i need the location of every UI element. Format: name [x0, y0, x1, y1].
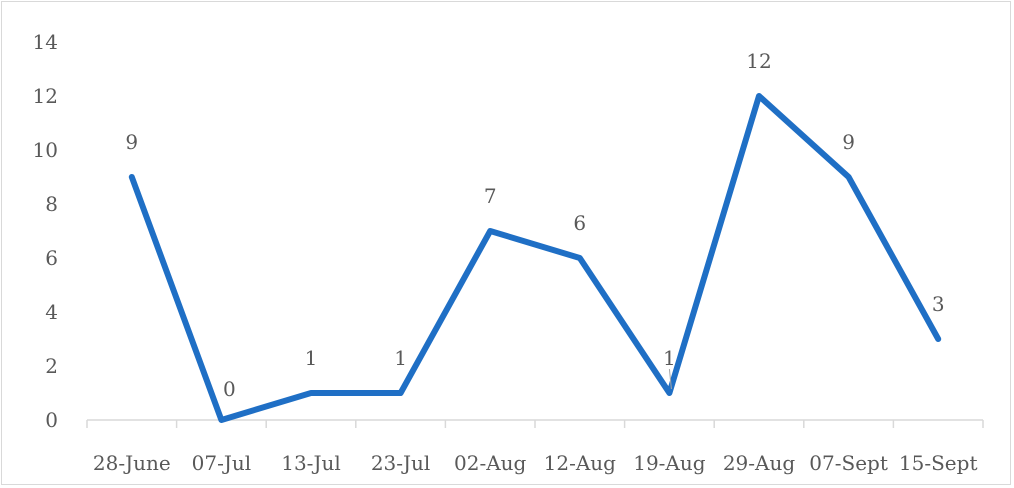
series-line: [128, 93, 942, 423]
x-axis-ticks: 28-June 07-Jul 13-Jul 23-Jul 02-Aug 12-Aug 19-…: [93, 451, 978, 475]
y-tick-label-4: 8: [45, 192, 58, 216]
data-label-2: 1: [305, 346, 318, 370]
data-label-3: 1: [394, 346, 407, 370]
y-tick-label-5: 10: [33, 138, 58, 162]
series-group: [128, 93, 942, 423]
y-tick-label-6: 12: [33, 84, 58, 108]
y-tick-label-1: 2: [45, 354, 58, 378]
data-label-8: 9: [842, 130, 855, 154]
x-tick-label-2: 13-Jul: [281, 451, 341, 475]
data-label-5: 6: [573, 211, 586, 235]
data-labels: 9 0 1 1 7 6 1 12 9 3: [125, 49, 944, 401]
y-tick-label-3: 6: [45, 246, 58, 270]
x-tick-label-7: 29-Aug: [723, 451, 796, 475]
data-label-4: 7: [484, 184, 497, 208]
x-tick-label-6: 19-Aug: [633, 451, 706, 475]
x-tick-label-5: 12-Aug: [544, 451, 617, 475]
data-label-6: 1: [663, 346, 676, 370]
data-label-9: 3: [932, 292, 945, 316]
x-axis: [86, 419, 984, 428]
y-tick-label-7: 14: [33, 30, 58, 54]
data-label-7: 12: [746, 49, 771, 73]
y-tick-label-0: 0: [45, 408, 58, 432]
data-label-1: 0: [223, 377, 236, 401]
data-label-0: 9: [125, 130, 138, 154]
y-axis-ticks: 0 2 4 6 8 10 12 14: [33, 30, 58, 432]
x-tick-label-0: 28-June: [93, 451, 171, 475]
x-tick-label-4: 02-Aug: [454, 451, 527, 475]
x-tick-label-9: 15-Sept: [899, 451, 978, 475]
x-tick-label-8: 07-Sept: [809, 451, 888, 475]
x-tick-label-1: 07-Jul: [192, 451, 252, 475]
y-tick-label-2: 4: [45, 300, 58, 324]
data-label-leader-6: [668, 368, 672, 390]
x-tick-label-3: 23-Jul: [371, 451, 431, 475]
